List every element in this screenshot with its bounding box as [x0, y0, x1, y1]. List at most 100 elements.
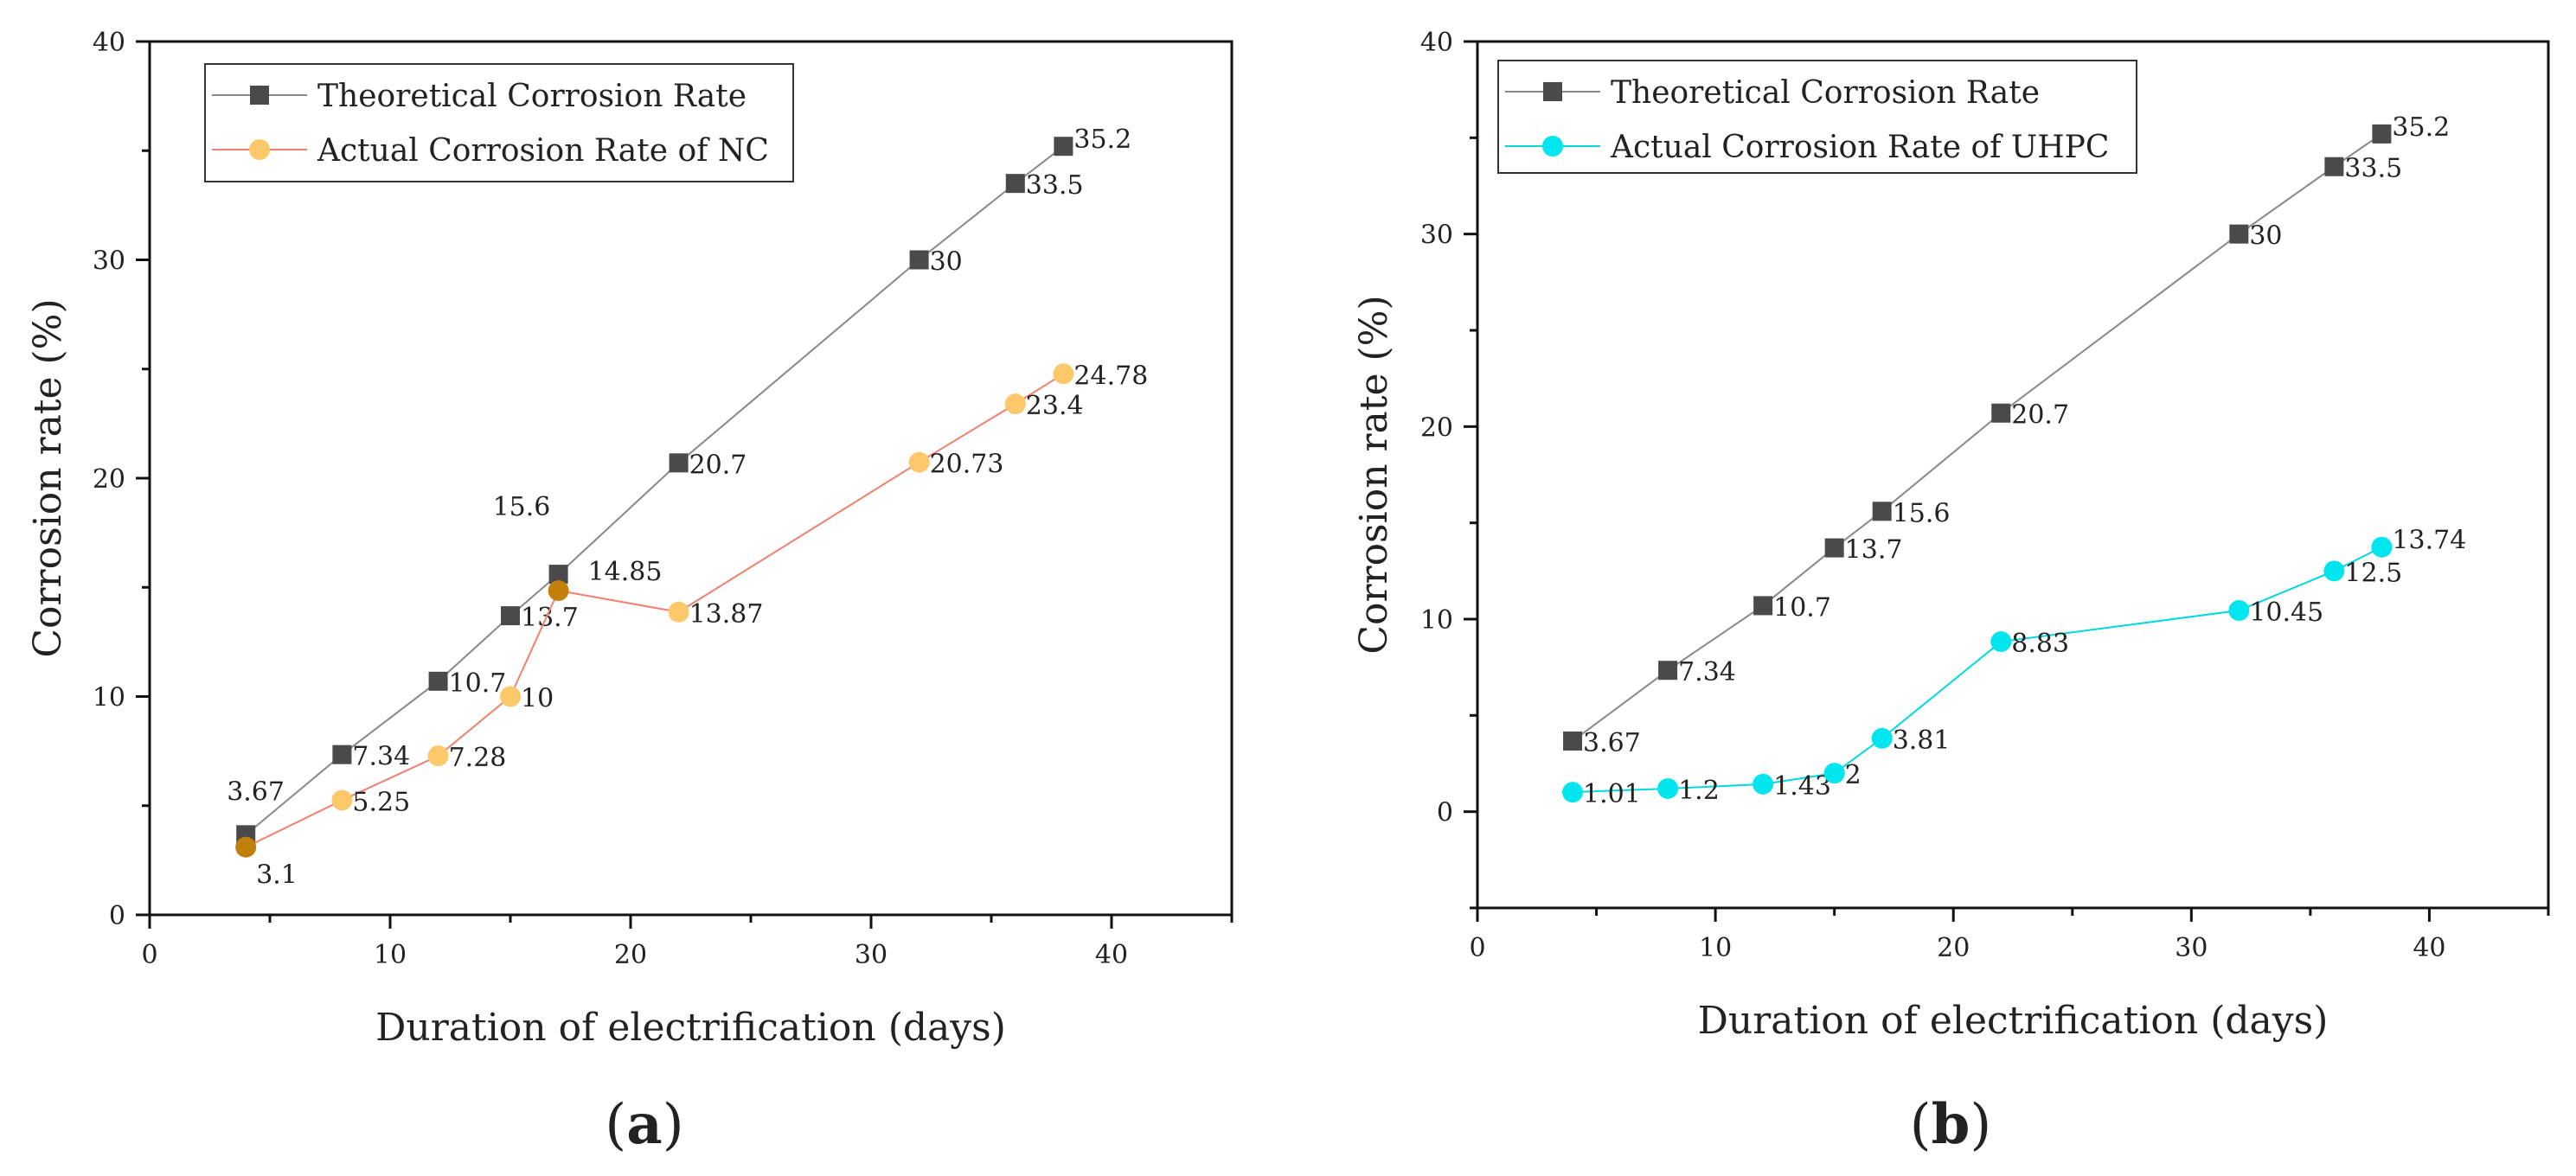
data-label: 15.6: [493, 492, 551, 522]
data-point-circle: [2371, 536, 2393, 558]
data-point-circle: [1753, 773, 1774, 795]
data-label: 3.1: [256, 860, 298, 891]
data-label: 3.81: [1893, 725, 1951, 756]
legend-circle-marker: [1542, 136, 1563, 157]
data-point-square: [1054, 137, 1073, 157]
x-tick-label: 0: [141, 940, 157, 970]
y-tick-label: 10: [93, 683, 125, 713]
data-point-square: [1005, 174, 1025, 194]
y-tick-label: 10: [1420, 605, 1453, 636]
y-axis-title: Corrosion rate (%): [1352, 295, 1396, 654]
data-point-circle: [1990, 631, 2012, 653]
x-tick-label: 20: [614, 940, 647, 970]
data-label: 1.01: [1583, 779, 1641, 809]
data-label: 1.2: [1678, 776, 1720, 806]
data-point-square: [332, 745, 352, 764]
data-point-circle: [908, 451, 930, 473]
legend-label: Actual Corrosion Rate of UHPC: [1610, 130, 2109, 165]
data-label: 20.7: [689, 450, 747, 480]
legend-label: Theoretical Corrosion Rate: [1611, 75, 2040, 111]
plot-frame: [1476, 40, 2550, 910]
legend-circle-marker: [249, 139, 270, 160]
legend-label: Actual Corrosion Rate of NC: [317, 133, 769, 169]
y-tick-label: 20: [1420, 412, 1453, 443]
data-point-circle: [668, 601, 689, 623]
data-point-circle: [1657, 777, 1679, 799]
data-point-circle: [1562, 782, 1584, 803]
data-label: 1.43: [1773, 771, 1831, 802]
data-point-square: [2324, 157, 2344, 176]
series-line-1: [245, 373, 1064, 848]
y-tick-label: 30: [1420, 220, 1453, 251]
data-point-square: [1563, 731, 1583, 751]
panel-label-b: (b): [1910, 1092, 1992, 1157]
data-point-square: [1824, 538, 1844, 558]
data-label: 24.78: [1073, 361, 1148, 391]
data-label: 20.7: [2011, 400, 2069, 431]
data-point-circle: [1871, 727, 1893, 749]
data-label: 8.83: [2011, 629, 2069, 659]
y-tick-label: 40: [93, 28, 125, 58]
data-label: 35.2: [1073, 125, 1131, 155]
data-label: 33.5: [1026, 170, 1084, 201]
y-axis-title: Corrosion rate (%): [26, 298, 70, 657]
data-label: 13.7: [1845, 535, 1903, 566]
data-label: 10.45: [2249, 598, 2323, 628]
data-point-circle: [500, 686, 521, 707]
data-label: 7.34: [352, 742, 410, 772]
x-tick-label: 30: [855, 940, 888, 970]
data-label: 2: [1845, 760, 1862, 790]
data-label: 12.5: [2344, 558, 2402, 588]
data-label: 10.7: [1773, 592, 1831, 623]
data-point-square: [1753, 596, 1773, 616]
data-point-circle: [548, 580, 569, 602]
data-point-circle: [2323, 560, 2345, 582]
data-point-square: [1658, 661, 1678, 681]
x-tick-label: 10: [1699, 933, 1732, 963]
x-tick-label: 10: [374, 940, 407, 970]
x-tick-label: 40: [2413, 933, 2445, 963]
legend-label: Theoretical Corrosion Rate: [317, 79, 747, 114]
data-label: 3.67: [227, 777, 285, 807]
data-point-circle: [427, 745, 449, 767]
x-tick-label: 40: [1095, 940, 1128, 970]
x-tick-label: 0: [1469, 933, 1485, 963]
data-point-circle: [1004, 393, 1026, 415]
legend-box: [1497, 60, 2137, 174]
data-point-square: [2229, 224, 2249, 244]
y-tick-label: 0: [1437, 798, 1453, 828]
data-label: 23.4: [1026, 391, 1084, 421]
legend-square-marker: [1543, 82, 1562, 101]
data-point-circle: [1823, 763, 1845, 784]
data-label: 13.74: [2392, 526, 2466, 556]
legend-square-marker: [250, 86, 269, 105]
data-label: 14.85: [588, 557, 663, 587]
data-label: 3.67: [1583, 728, 1641, 758]
x-tick-label: 20: [1937, 933, 1970, 963]
data-label: 13.7: [521, 603, 579, 633]
data-label: 20.73: [930, 450, 1004, 480]
chart-panel-a: 0 10 20 30 40 0 10 20 30 40 Duration of electrific…: [26, 28, 1234, 1050]
legend-box: [204, 63, 794, 182]
data-label: 30: [2249, 221, 2282, 252]
data-label: 10.7: [449, 668, 507, 699]
x-axis-title: Duration of electrification (days): [375, 1006, 1006, 1050]
panel-label-a: (a): [605, 1092, 683, 1157]
data-point-circle: [235, 836, 257, 858]
data-point-circle: [1053, 363, 1074, 385]
y-tick-label: 40: [1420, 28, 1453, 58]
data-point-square: [1991, 403, 2011, 423]
data-label: 7.28: [449, 743, 507, 773]
x-axis-title: Duration of electrification (days): [1698, 999, 2329, 1043]
data-point-square: [1872, 502, 1892, 521]
data-point-square: [501, 606, 520, 626]
y-tick-label: 20: [93, 464, 125, 495]
data-point-square: [2372, 124, 2392, 144]
data-label: 10: [521, 684, 554, 714]
y-tick-label: 30: [93, 246, 125, 277]
x-tick-label: 30: [2175, 933, 2208, 963]
data-label: 7.34: [1678, 657, 1736, 687]
data-point-circle: [331, 789, 353, 811]
data-label: 15.6: [1893, 498, 1951, 528]
